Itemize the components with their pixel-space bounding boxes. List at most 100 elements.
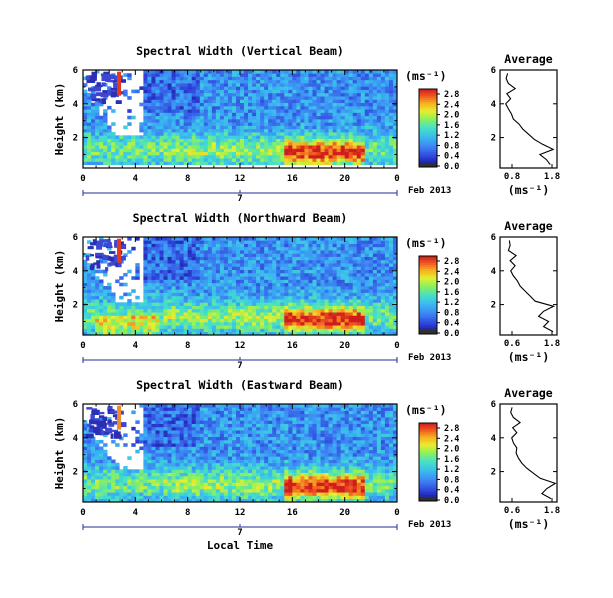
date-axis: 7 Feb 2013 — [82, 520, 451, 538]
colorbar-tick-label: 2.8 — [444, 424, 459, 434]
colorbar-step — [419, 472, 437, 476]
colorbar-tick-label: 2.8 — [444, 90, 459, 100]
date-month-label: Feb 2013 — [408, 186, 451, 196]
colorbar-step — [419, 290, 437, 294]
colorbar-tick-label: 2.8 — [444, 257, 459, 267]
x-tick-label: 4 — [133, 341, 139, 351]
x-tick-label: 16 — [287, 508, 298, 518]
colorbar-step — [419, 282, 437, 285]
x-tick-label: 20 — [339, 341, 350, 351]
colorbar-step — [419, 264, 437, 268]
profile-y-tick-label: 2 — [491, 134, 496, 144]
colorbar-tick-label: 2.4 — [444, 267, 459, 277]
colorbar-step — [419, 284, 437, 287]
colorbar-step — [419, 470, 437, 474]
colorbar-step — [419, 160, 437, 163]
colorbar-tick-label: 0.4 — [444, 319, 459, 329]
y-tick-label: 4 — [73, 267, 79, 277]
colorbar-step — [419, 299, 437, 302]
x-axis: 0 4 8 12 16 20 0 — [80, 70, 400, 184]
profile-line — [510, 407, 557, 500]
y-axis-label: Height (km) — [53, 250, 66, 323]
x-tick-label: 16 — [287, 341, 298, 351]
x-tick-label: 8 — [185, 508, 190, 518]
colorbar-step — [419, 310, 437, 313]
colorbar-step — [419, 292, 437, 296]
colorbar-step — [419, 149, 437, 153]
colorbar-step — [419, 323, 437, 326]
colorbar-step — [419, 108, 437, 111]
colorbar-step — [419, 297, 437, 300]
panel-title: Spectral Width (Vertical Beam) — [136, 44, 344, 58]
y-tick-label: 2 — [73, 134, 78, 144]
colorbar-frame — [418, 422, 438, 502]
x-tick-label: 4 — [133, 508, 139, 518]
panel-title: Spectral Width (Eastward Beam) — [136, 378, 344, 392]
average-profile: 2 4 6 0.8 1.8 Average (ms⁻¹) — [491, 52, 561, 197]
colorbar-step — [419, 494, 437, 497]
colorbar-step — [419, 303, 437, 307]
profile-title: Average — [504, 52, 553, 66]
panel-title: Spectral Width (Northward Beam) — [133, 211, 348, 225]
colorbar-step — [419, 269, 437, 272]
x-tick-label: 20 — [339, 174, 350, 184]
colorbar-step — [419, 138, 437, 142]
colorbar-step — [419, 477, 437, 480]
colorbar-step — [419, 91, 437, 94]
y-axis-label: Height (km) — [53, 417, 66, 490]
colorbar-step — [419, 466, 437, 469]
colorbar-step — [419, 141, 437, 144]
y-tick-label: 2 — [73, 301, 78, 311]
profile-x-tick-label: 0.6 — [504, 506, 520, 516]
colorbar-step — [419, 277, 437, 281]
x-tick-label: 8 — [185, 341, 190, 351]
profile-y-tick-label: 2 — [491, 301, 496, 311]
colorbar-step — [419, 316, 437, 320]
colorbar-step — [419, 321, 437, 324]
colorbar-step — [419, 459, 437, 463]
profile-line — [507, 240, 556, 333]
x-axis: 0 4 8 12 16 20 0 — [80, 404, 400, 518]
profile-y-tick-label: 6 — [491, 233, 496, 243]
colorbar-step — [419, 436, 437, 439]
y-tick-label: 4 — [73, 100, 79, 110]
x-tick-label: 8 — [185, 174, 190, 184]
colorbar: 0.00.40.81.21.62.02.42.8 (ms⁻¹) — [405, 236, 459, 339]
colorbar-step — [419, 314, 437, 317]
colorbar-step — [419, 457, 437, 461]
colorbar-step — [419, 279, 437, 283]
colorbar-step — [419, 453, 437, 456]
colorbar-step — [419, 106, 437, 109]
colorbar-step — [419, 273, 437, 276]
x-tick-label: 0 — [80, 341, 85, 351]
date-axis: 7 Feb 2013 — [82, 353, 451, 371]
colorbar-step — [419, 256, 437, 259]
colorbar: 0.00.40.81.21.62.02.42.8 (ms⁻¹) — [405, 69, 459, 172]
profile-line — [505, 73, 555, 165]
colorbar-tick-label: 0.0 — [444, 496, 459, 506]
colorbar-step — [419, 97, 437, 101]
colorbar-step — [419, 147, 437, 150]
colorbar-step — [419, 490, 437, 493]
colorbar-step — [419, 266, 437, 270]
colorbar-unit: (ms⁻¹) — [405, 236, 447, 250]
low-width-patches — [85, 238, 127, 272]
colorbar-step — [419, 258, 437, 261]
profile-y-tick-label: 4 — [491, 100, 497, 110]
colorbar-step — [419, 271, 437, 274]
profile-x-label: (ms⁻¹) — [508, 517, 550, 531]
colorbar-tick-label: 2.4 — [444, 434, 459, 444]
colorbar-step — [419, 481, 437, 484]
colorbar-tick-label: 0.0 — [444, 162, 459, 172]
colorbar-step — [419, 93, 437, 96]
colorbar-step — [419, 119, 437, 122]
colorbar-tick-label: 2.0 — [444, 278, 459, 288]
y-tick-label: 2 — [73, 468, 78, 478]
x-tick-label: 0 — [394, 174, 399, 184]
colorbar-tick-label: 0.8 — [444, 475, 459, 485]
colorbar-step — [419, 331, 437, 335]
date-day-label: 7 — [237, 194, 242, 204]
colorbar-step — [419, 431, 437, 435]
colorbar-step — [419, 151, 437, 155]
colorbar-step — [419, 446, 437, 450]
